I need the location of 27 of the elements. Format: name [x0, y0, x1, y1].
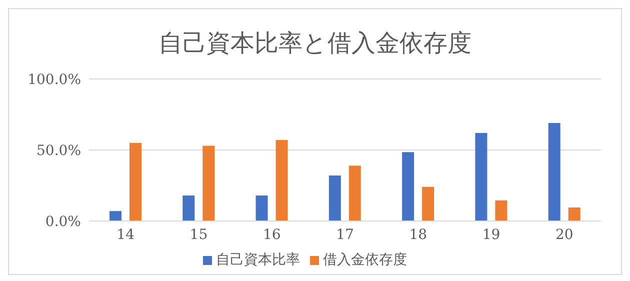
- bar: [109, 211, 122, 221]
- bar: [276, 140, 288, 221]
- x-tick-label: 20: [556, 226, 574, 243]
- y-tick-label: 100.0%: [28, 72, 81, 88]
- x-tick-label: 19: [482, 226, 500, 243]
- x-tick-label: 15: [190, 226, 208, 243]
- legend-label: 自己資本比率: [216, 252, 300, 268]
- bar: [348, 166, 361, 221]
- bar: [475, 132, 488, 221]
- legend-label: 借入金依存度: [323, 252, 407, 268]
- x-tick-label: 17: [336, 226, 354, 243]
- bar: [328, 176, 341, 221]
- bar: [129, 142, 142, 221]
- y-tick-label: 50.0%: [36, 142, 81, 159]
- y-tick-label: 0.0%: [45, 214, 81, 230]
- x-tick-label: 14: [116, 226, 135, 243]
- bar: [548, 123, 560, 221]
- bar: [202, 146, 215, 221]
- x-tick-label: 16: [262, 226, 281, 243]
- bar: [495, 200, 508, 221]
- bar: [256, 195, 268, 221]
- bar: [422, 186, 434, 221]
- bar: [182, 195, 195, 221]
- chart-title: 自己資本比率と借入金依存度: [158, 28, 472, 59]
- bar: [568, 208, 580, 221]
- bar: [402, 152, 414, 221]
- x-tick-label: 18: [409, 226, 428, 243]
